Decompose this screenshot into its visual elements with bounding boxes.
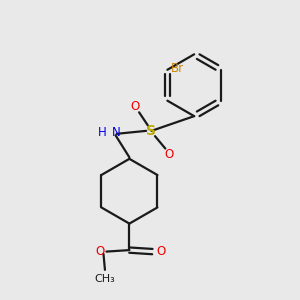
Text: O: O <box>96 245 105 258</box>
Text: N: N <box>112 126 121 140</box>
Text: O: O <box>164 148 174 161</box>
Text: S: S <box>146 124 157 138</box>
Text: O: O <box>156 245 165 258</box>
Text: CH₃: CH₃ <box>94 274 115 284</box>
Text: Br: Br <box>171 62 184 75</box>
Text: H: H <box>98 126 107 140</box>
Text: O: O <box>131 100 140 113</box>
